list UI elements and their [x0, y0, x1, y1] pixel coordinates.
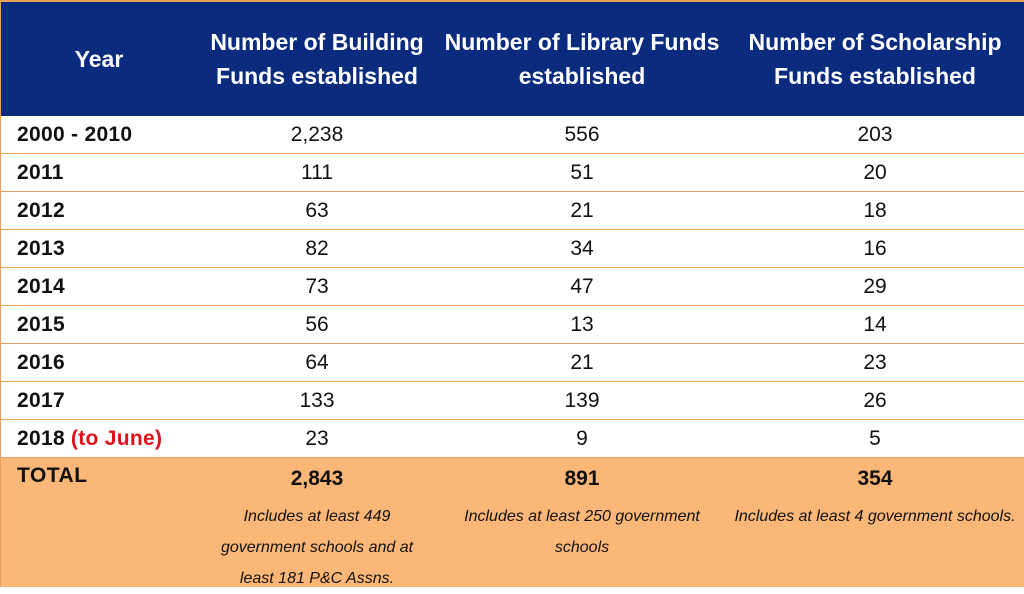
row-year: 2018 (to June) — [17, 427, 163, 450]
table-header: Year Number of Building Funds establishe… — [1, 0, 1024, 116]
row-scholarship: 29 — [863, 275, 887, 298]
row-library: 21 — [570, 351, 594, 374]
row-year: 2014 — [17, 275, 65, 298]
row-library: 34 — [570, 237, 594, 260]
row-library: 21 — [570, 199, 594, 222]
year-note: (to June) — [70, 427, 163, 450]
row-library: 51 — [570, 161, 594, 184]
row-building: 64 — [305, 351, 329, 374]
row-building: 73 — [305, 275, 329, 298]
row-year: 2011 — [17, 161, 64, 184]
row-scholarship: 26 — [863, 389, 887, 412]
row-building: 111 — [301, 161, 333, 184]
header-library-funds: Number of Library Funds established — [444, 29, 720, 89]
total-building-note: Includes at least 449 government schools… — [220, 508, 414, 587]
row-year: 2013 — [17, 237, 65, 260]
row-scholarship: 14 — [863, 313, 887, 336]
table-row: 2000 - 2010 2,238 556 203 — [1, 116, 1024, 154]
table-row: 2017 133 139 26 — [1, 382, 1024, 420]
row-building: 82 — [305, 237, 329, 260]
row-building: 133 — [299, 389, 335, 412]
row-scholarship: 5 — [869, 427, 881, 450]
row-scholarship: 203 — [857, 123, 893, 146]
table-row: 2011 111 51 20 — [1, 154, 1024, 192]
table-row: 2018 (to June) 23 9 5 — [1, 420, 1024, 458]
table-row: 2012 63 21 18 — [1, 192, 1024, 230]
row-building: 56 — [305, 313, 329, 336]
header-scholarship-funds: Number of Scholarship Funds established — [748, 29, 1002, 89]
row-year: 2015 — [17, 313, 65, 336]
row-scholarship: 23 — [863, 351, 887, 374]
total-scholarship-note: Includes at least 4 government schools. — [734, 508, 1016, 525]
total-building-value: 2,843 — [290, 467, 344, 490]
row-library: 47 — [570, 275, 594, 298]
row-scholarship: 16 — [863, 237, 887, 260]
row-building: 63 — [305, 199, 329, 222]
table-row: 2016 64 21 23 — [1, 344, 1024, 382]
table-row: 2013 82 34 16 — [1, 230, 1024, 268]
total-scholarship-value: 354 — [857, 467, 893, 490]
row-year: 2016 — [17, 351, 65, 374]
total-label: TOTAL — [17, 464, 88, 487]
row-library: 556 — [564, 123, 600, 146]
table-row: 2014 73 47 29 — [1, 268, 1024, 306]
header-year: Year — [74, 46, 124, 72]
total-library-value: 891 — [564, 467, 600, 490]
row-scholarship: 20 — [863, 161, 887, 184]
total-row: TOTAL 2,843 Includes at least 449 govern… — [1, 458, 1024, 587]
total-scholarship: 354 Includes at least 4 government schoo… — [727, 464, 1023, 532]
row-library: 13 — [570, 313, 594, 336]
row-year: 2012 — [17, 199, 65, 222]
row-library: 9 — [576, 427, 588, 450]
row-year: 2000 - 2010 — [17, 123, 133, 146]
row-building: 23 — [305, 427, 329, 450]
row-scholarship: 18 — [863, 199, 887, 222]
header-building-funds: Number of Building Funds established — [210, 29, 424, 89]
total-library: 891 Includes at least 250 government sch… — [437, 464, 727, 563]
total-building: 2,843 Includes at least 449 government s… — [197, 464, 437, 594]
total-library-note: Includes at least 250 government schools — [464, 508, 700, 556]
row-year: 2017 — [17, 389, 65, 412]
table-row: 2015 56 13 14 — [1, 306, 1024, 344]
row-building: 2,238 — [290, 123, 344, 146]
row-library: 139 — [564, 389, 600, 412]
